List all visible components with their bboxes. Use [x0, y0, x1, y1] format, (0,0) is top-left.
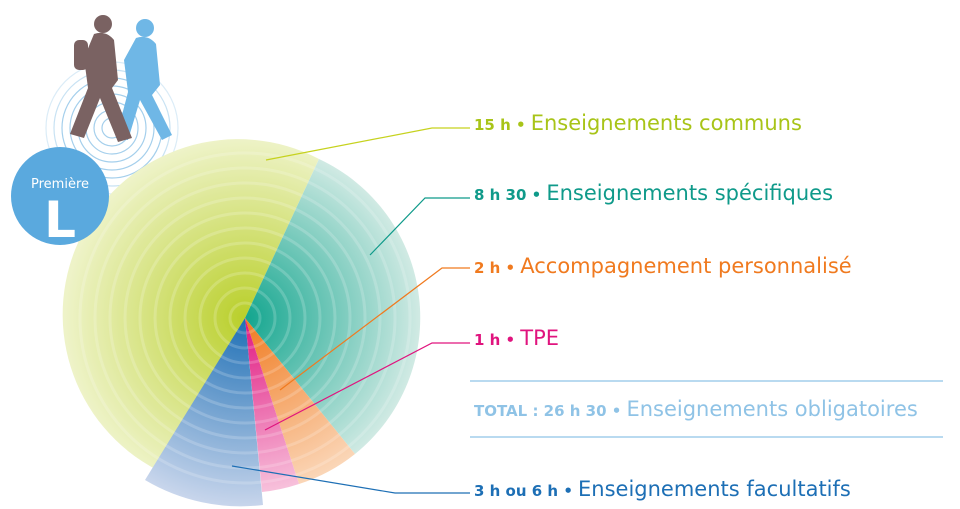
figures — [70, 15, 172, 142]
item: 8 h 30 • Enseignements spécifiques — [474, 181, 833, 205]
label: Accompagnement personnalisé — [520, 254, 851, 278]
wedge-communs — [62, 139, 319, 471]
label: Enseignements facultatifs — [578, 477, 851, 501]
label: Enseignements spécifiques — [546, 181, 833, 205]
badge-letter: L — [44, 191, 76, 249]
wedge-tpe — [245, 318, 299, 492]
hours: 15 h • — [474, 116, 526, 134]
wedge-facultatifs — [145, 318, 263, 507]
label: Enseignements obligatoires — [626, 397, 917, 421]
badge-top: Première — [31, 177, 89, 192]
badge: Première L — [11, 147, 109, 249]
wedge-accompagnement — [245, 318, 355, 484]
label: TPE — [519, 326, 559, 350]
label: Enseignements communs — [531, 111, 802, 135]
hours: TOTAL : 26 h 30 • — [474, 402, 621, 420]
wedge-specifiques — [245, 159, 421, 454]
hours: 2 h • — [474, 259, 515, 277]
hours: 3 h ou 6 h • — [474, 482, 573, 500]
leaders — [231, 127, 943, 494]
hours: 1 h • — [474, 331, 515, 349]
item: 15 h • Enseignements communs — [474, 111, 802, 135]
hours: 8 h 30 • — [474, 186, 541, 204]
item: 1 h • TPE — [474, 326, 559, 350]
total: TOTAL : 26 h 30 • Enseignements obligato… — [474, 397, 918, 421]
optional: 3 h ou 6 h • Enseignements facultatifs — [474, 477, 851, 501]
item: 2 h • Accompagnement personnalisé — [474, 254, 852, 278]
sunburst — [62, 139, 421, 507]
